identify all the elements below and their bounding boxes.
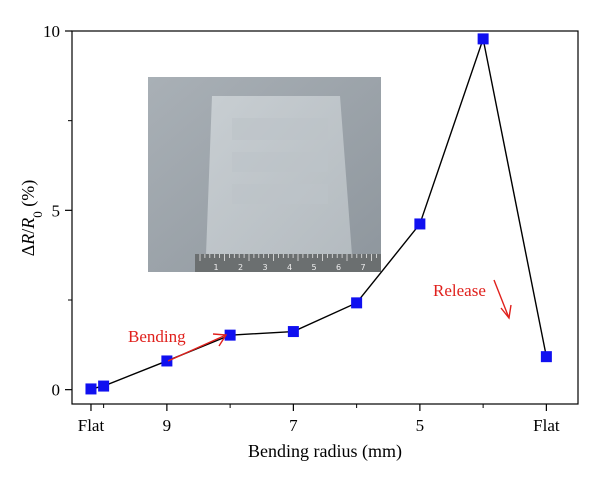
axes: Flat 9 7 5 Flat 0 5 10 [43,22,560,435]
data-point [161,355,173,367]
release-annotation: Release [433,281,486,300]
y-tick-label: 0 [52,381,61,400]
x-tick-label: 7 [289,416,298,435]
y-title-sub: 0 [30,211,45,218]
data-point [98,380,110,392]
ruler-label: 6 [336,263,341,272]
y-tick-label: 10 [43,22,60,41]
bending-arrow [167,333,228,362]
plot-frame [71,30,579,405]
x-tick-label: 9 [163,416,172,435]
data-point [540,351,552,363]
inset-photo: 1 2 3 4 5 6 7 [148,77,381,272]
data-point [351,297,363,309]
ruler-label: 7 [360,263,365,272]
ruler-label: 5 [311,263,316,272]
ruler-label: 4 [287,263,292,272]
x-tick-label: 5 [416,416,425,435]
data-point [477,33,489,45]
data-point [287,326,299,338]
y-title-delta: Δ [18,245,38,257]
x-axis-title: Bending radius (mm) [248,441,402,462]
ruler: 1 2 3 4 5 6 7 [195,254,381,272]
y-title-r: R [18,234,38,246]
series-layer [85,33,552,395]
bending-annotation: Bending [128,327,186,346]
data-point [85,383,97,395]
y-title-slash: / [18,229,38,234]
ruler-label: 2 [238,263,243,272]
y-tick-label: 5 [52,201,61,220]
release-arrow [493,279,512,320]
data-point [414,218,426,230]
y-title-r0: R [18,218,38,230]
x-tick-label: Flat [533,416,560,435]
ruler-label: 1 [213,263,218,272]
x-tick-label: Flat [78,416,105,435]
y-title-unit: (%) [18,180,39,211]
y-axis-title: ΔR/R0 (%) [18,180,45,257]
ruler-label: 3 [262,263,267,272]
data-point [224,329,236,341]
